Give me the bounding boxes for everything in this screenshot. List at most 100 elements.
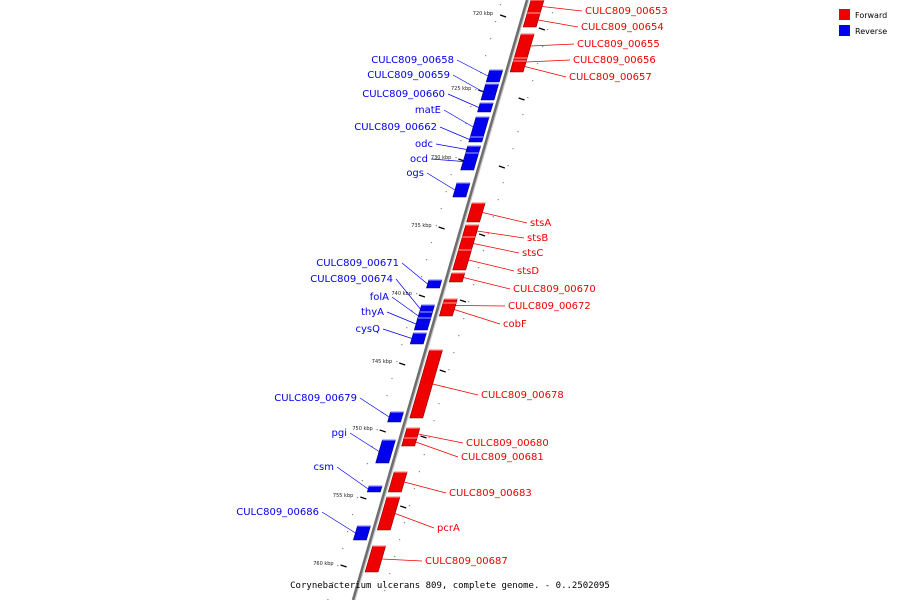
leader-line [391, 296, 419, 317]
gene-label[interactable]: CULC809_00670 [513, 284, 596, 295]
gene-label[interactable]: CULC809_00672 [508, 301, 591, 312]
guide-dot [450, 174, 452, 176]
leader-line [542, 6, 583, 12]
tick-mark [340, 564, 347, 568]
gene-CULC809_00679[interactable] [387, 411, 404, 423]
gene-CULC809_00681[interactable] [401, 437, 418, 447]
gene-label[interactable]: CULC809_00681 [461, 452, 544, 463]
guide-dot [463, 318, 465, 320]
gene-label[interactable]: CULC809_00654 [581, 22, 664, 33]
guide-dot [376, 429, 378, 431]
guide-dot [499, 4, 502, 6]
guide-dot [527, 97, 529, 99]
gene-label[interactable]: CULC809_00683 [449, 488, 532, 499]
guide-dot [401, 344, 403, 346]
gene-CULC809_00671[interactable] [426, 279, 443, 289]
gene-thyA[interactable] [413, 317, 432, 331]
tick-mark [398, 362, 406, 366]
guide-dot [438, 403, 440, 405]
gene-CULC809_00653[interactable] [526, 0, 545, 14]
tick-label: 730 kbp [431, 155, 451, 161]
leader-line [526, 59, 571, 63]
leader-line [452, 74, 484, 93]
gene-label[interactable]: csm [314, 462, 334, 473]
leader-line [430, 158, 464, 162]
guide-dot [453, 352, 455, 354]
guide-dot [371, 446, 373, 448]
gene-odc[interactable] [465, 145, 482, 154]
guide-dot [394, 556, 396, 558]
guide-dot [494, 21, 497, 23]
leader-line [382, 328, 412, 339]
leader-line [463, 277, 511, 290]
gene-CULC809_00654[interactable] [522, 12, 541, 28]
gene-label[interactable]: odc [415, 139, 433, 150]
gene-stsB[interactable] [461, 224, 480, 238]
gene-CULC809_00660[interactable] [477, 102, 494, 113]
gene-CULC809_00670[interactable] [448, 272, 466, 283]
leader-line [426, 172, 456, 191]
gene-label[interactable]: matE [415, 105, 441, 116]
gene-label[interactable]: thyA [361, 307, 384, 318]
gene-label[interactable]: folA [370, 292, 389, 303]
gene-label[interactable]: CULC809_00657 [569, 72, 652, 83]
minor-mark [518, 97, 525, 101]
gene-label[interactable]: cobF [503, 319, 527, 330]
gene-cobF[interactable] [438, 302, 457, 317]
gene-label[interactable]: stsD [517, 266, 539, 277]
gene-label[interactable]: stsB [527, 233, 548, 244]
gene-label[interactable]: CULC809_00686 [236, 507, 319, 518]
gene-label[interactable]: CULC809_00671 [316, 258, 399, 269]
gene-label[interactable]: ocd [410, 154, 428, 165]
leader-line [538, 19, 579, 28]
gene-stsC[interactable] [458, 236, 476, 251]
gene-label[interactable]: CULC809_00659 [367, 70, 450, 81]
gene-label[interactable]: stsA [530, 218, 551, 229]
gene-CULC809_00686[interactable] [353, 525, 371, 541]
gene-label[interactable]: CULC809_00678 [481, 390, 564, 401]
gene-ocd[interactable] [460, 152, 480, 171]
gene-label[interactable]: stsC [522, 248, 543, 259]
guide-dot [475, 89, 477, 91]
guide-dot [389, 573, 391, 575]
gene-CULC809_00662[interactable] [468, 136, 484, 143]
gene-label[interactable]: CULC809_00658 [371, 55, 454, 66]
tick-label: 720 kbp [473, 11, 493, 17]
gene-label[interactable]: ogs [406, 168, 424, 179]
leader-line [530, 43, 575, 47]
guide-dot [411, 310, 413, 312]
leader-line [386, 311, 417, 325]
gene-CULC809_00657[interactable] [509, 60, 527, 73]
guide-dot [460, 140, 462, 142]
gene-label[interactable]: CULC809_00674 [310, 274, 393, 285]
gene-CULC809_00658[interactable] [485, 69, 504, 83]
gene-label[interactable]: CULC809_00656 [573, 55, 656, 66]
leader-line [415, 441, 459, 458]
guide-dot [416, 293, 418, 295]
gene-label[interactable]: CULC809_00687 [425, 556, 508, 567]
tick-mark [418, 294, 426, 298]
gene-label[interactable]: CULC809_00653 [585, 6, 668, 17]
genome-axis [351, 0, 529, 600]
guide-dot [332, 582, 334, 584]
gene-ogs[interactable] [452, 182, 471, 198]
gene-label[interactable]: CULC809_00680 [466, 438, 549, 449]
gene-csm[interactable] [366, 485, 383, 493]
minor-mark [478, 233, 486, 237]
leader-line [443, 109, 474, 128]
gene-label[interactable]: CULC809_00662 [354, 122, 437, 133]
guide-dot [546, 29, 549, 31]
leader-line [321, 511, 356, 534]
gene-CULC809_00659[interactable] [480, 83, 500, 101]
guide-dot [430, 242, 433, 244]
guide-dot [435, 225, 437, 227]
gene-label[interactable]: pgi [332, 428, 347, 439]
guide-dot [384, 590, 386, 592]
gene-label[interactable]: cysQ [356, 324, 381, 335]
gene-label[interactable]: CULC809_00679 [274, 393, 357, 404]
gene-label[interactable]: CULC809_00655 [577, 39, 660, 50]
gene-label[interactable]: CULC809_00660 [362, 89, 445, 100]
gene-label[interactable]: pcrA [437, 523, 460, 534]
tick-label: 745 kbp [372, 359, 392, 365]
gene-cysQ[interactable] [409, 332, 427, 345]
